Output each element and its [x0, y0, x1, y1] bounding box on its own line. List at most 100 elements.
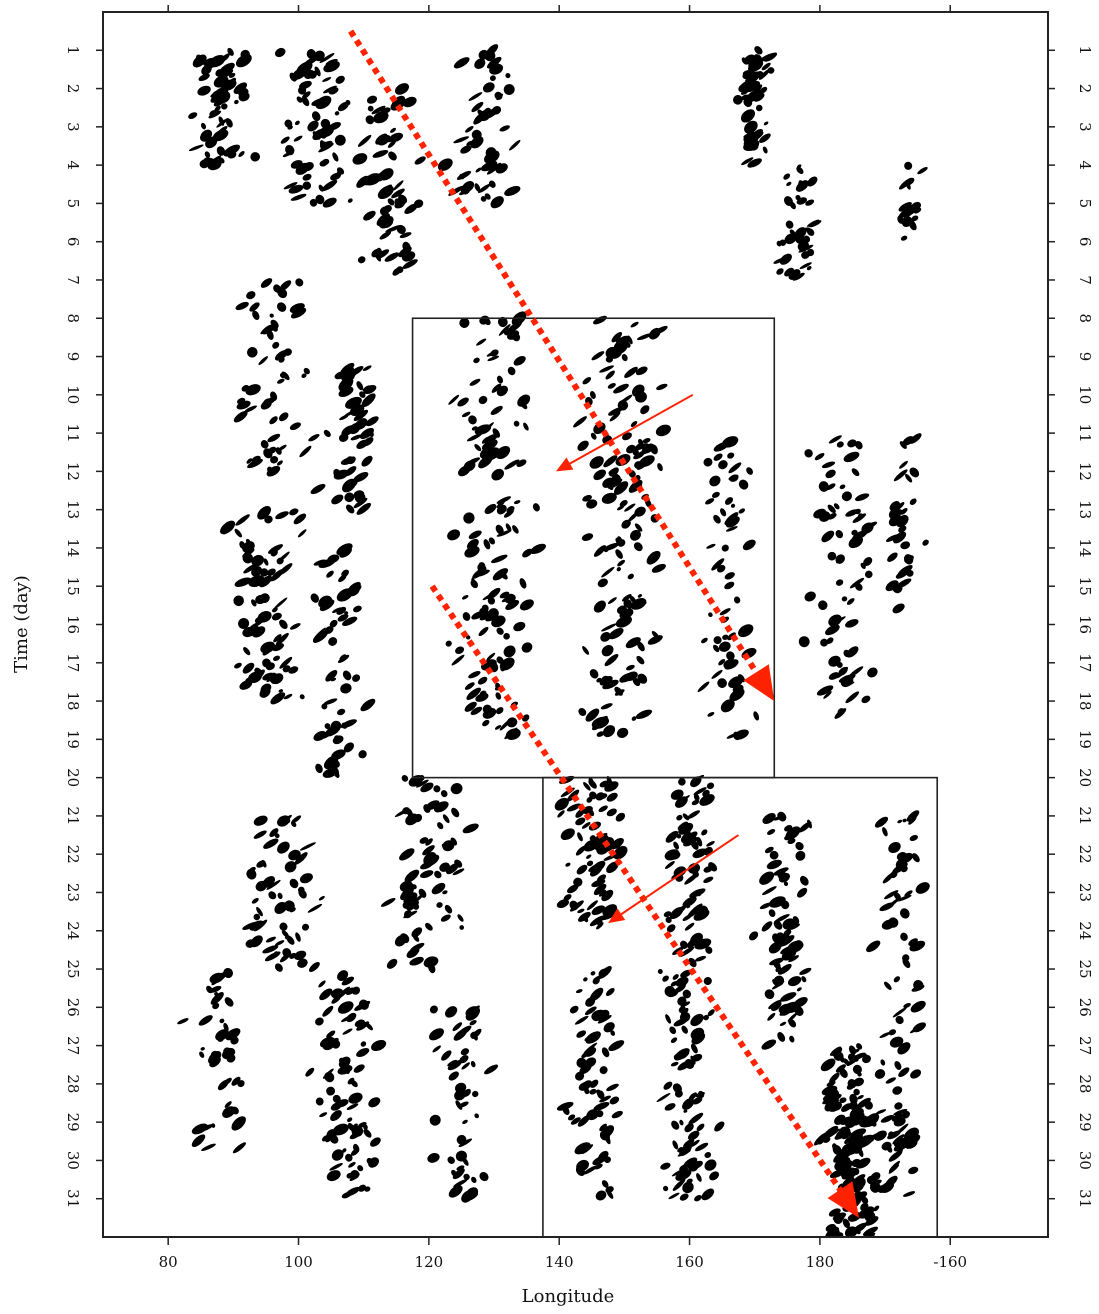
cloud-blob [589, 456, 604, 469]
cloud-blob [806, 266, 812, 271]
cloud-blob [897, 215, 904, 224]
cloud-blob [315, 194, 325, 205]
cloud-blob [683, 1109, 688, 1113]
cloud-blob [480, 160, 498, 172]
cloud-blob [727, 452, 735, 459]
cloud-blob [904, 177, 915, 186]
cloud-blob [470, 706, 483, 716]
cloud-blob [854, 1174, 865, 1184]
cloud-blob [346, 1103, 359, 1110]
cloud-blob [683, 1138, 695, 1148]
cloud-blob [261, 859, 267, 868]
cloud-blob [705, 498, 715, 505]
cloud-blob [519, 599, 534, 611]
y-tick-label-right: 4 [1076, 160, 1094, 170]
cloud-blob [837, 708, 845, 715]
x-tick-label: 100 [284, 1253, 313, 1271]
cloud-blob [693, 787, 707, 796]
cloud-blob [615, 615, 632, 628]
cloud-blob [625, 637, 641, 649]
cloud-blob [582, 646, 590, 655]
y-tick-label-right: 27 [1076, 1036, 1094, 1055]
cloud-blob [495, 692, 502, 700]
cloud-blob [478, 626, 489, 637]
cloud-blob [847, 1137, 862, 1151]
y-tick-label-left: 15 [64, 577, 82, 596]
cloud-blob [909, 467, 920, 478]
cloud-blob [632, 443, 649, 451]
cloud-blob [741, 57, 748, 65]
cloud-blob [488, 608, 499, 619]
cloud-blob [224, 997, 234, 1007]
cloud-blob [348, 1161, 356, 1168]
cloud-blob [474, 444, 482, 452]
cloud-cluster [733, 46, 778, 168]
cloud-blob [335, 1099, 349, 1108]
cloud-blob [360, 698, 376, 712]
cloud-blob [888, 1160, 901, 1172]
cloud-blob [209, 54, 226, 68]
y-tick-label-left: 1 [64, 46, 82, 56]
cloud-blob [363, 1124, 368, 1130]
cloud-blob [257, 505, 271, 520]
cloud-blob [585, 997, 596, 1007]
cloud-blob [592, 1155, 607, 1166]
cloud-blob [843, 649, 851, 658]
cloud-blob [606, 1083, 619, 1092]
cloud-blob [773, 975, 785, 987]
cloud-blob [570, 1117, 581, 1125]
cloud-blob [777, 869, 787, 881]
cloud-blob [283, 900, 295, 912]
cloud-blob [707, 1009, 715, 1017]
cloud-blob [870, 1172, 881, 1182]
cloud-blob [835, 1064, 846, 1073]
thin-arrow-shaft [615, 834, 739, 919]
cloud-blob [728, 474, 739, 481]
cloud-blob [188, 144, 204, 152]
cloud-blob [799, 967, 812, 975]
cloud-blob [651, 563, 666, 573]
cloud-blob [637, 594, 642, 598]
cloud-blob [672, 946, 684, 956]
y-tick-label-left: 18 [64, 692, 82, 711]
cloud-blob [353, 471, 369, 483]
cloud-blob [343, 742, 354, 753]
cloud-blob [683, 836, 698, 847]
cloud-blob [329, 1134, 339, 1144]
cloud-blob [850, 1052, 866, 1062]
y-tick-label-left: 5 [64, 199, 82, 209]
cloud-blob [891, 1113, 903, 1122]
cloud-blob [192, 54, 207, 68]
cloud-cluster [310, 543, 376, 778]
cloud-blob [403, 892, 418, 905]
cloud-blob [598, 889, 607, 897]
cloud-blob [340, 719, 357, 729]
cloud-blob [468, 671, 481, 679]
cloud-blob [503, 632, 510, 640]
cloud-blob [567, 884, 579, 894]
cloud-blob [766, 829, 776, 835]
cloud-blob [879, 902, 895, 912]
cloud-blob [743, 97, 753, 108]
cloud-blob [357, 1122, 367, 1128]
cloud-blob [354, 418, 368, 430]
cloud-blob [598, 805, 608, 813]
cloud-blob [671, 1120, 680, 1130]
cloud-blob [798, 636, 810, 648]
cloud-blob [709, 475, 721, 487]
cloud-blob [267, 433, 281, 443]
cloud-blob [841, 1172, 849, 1180]
dotted-arrow-head [743, 664, 775, 702]
cloud-blob [359, 427, 374, 440]
cloud-blob [521, 642, 533, 653]
cloud-blob [672, 1178, 686, 1191]
cloud-blob [902, 818, 907, 823]
cloud-blob [272, 341, 280, 349]
y-tick-label-right: 24 [1076, 921, 1094, 940]
cloud-blob [783, 173, 791, 180]
cloud-blob [269, 828, 279, 838]
cloud-blob [326, 1170, 341, 1182]
cloud-blob [599, 365, 614, 373]
cloud-blob [601, 675, 611, 685]
cloud-blob [663, 1081, 673, 1090]
